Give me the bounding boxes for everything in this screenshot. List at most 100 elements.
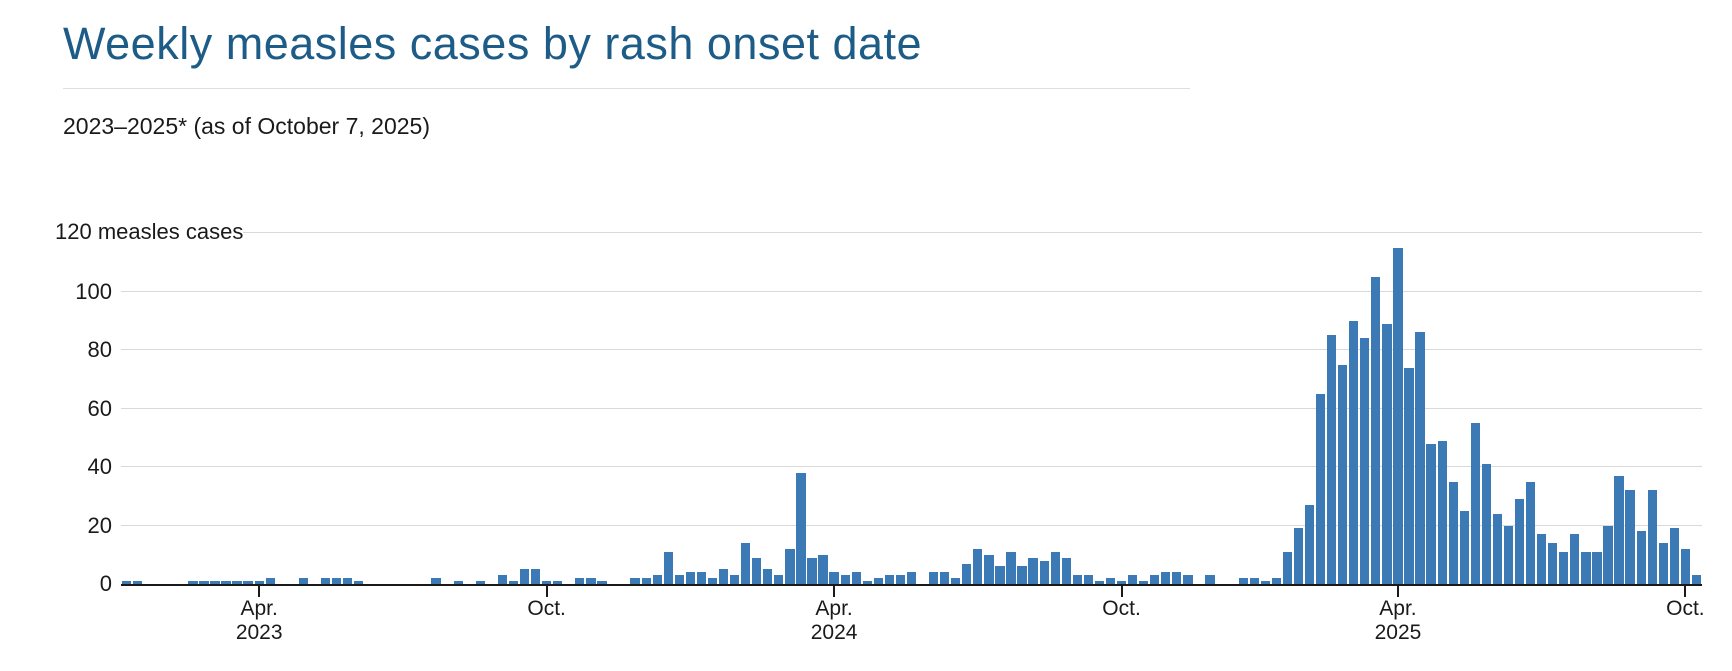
chart-bar-week-126[interactable] <box>1503 525 1514 584</box>
chart-bar-week-56[interactable] <box>729 575 740 584</box>
chart-bar-week-122[interactable] <box>1459 510 1469 584</box>
chart-bar-week-143[interactable] <box>1691 575 1702 584</box>
chart-bar-week-7[interactable] <box>188 581 198 584</box>
chart-bar-week-44[interactable] <box>597 581 607 584</box>
chart-bar-week-114[interactable] <box>1371 276 1381 584</box>
chart-bar-week-88[interactable] <box>1083 575 1094 584</box>
chart-bar-week-103[interactable] <box>1249 578 1259 584</box>
chart-bar-week-138[interactable] <box>1636 531 1646 584</box>
chart-bar-week-2[interactable] <box>132 581 143 584</box>
chart-bar-week-82[interactable] <box>1017 566 1027 584</box>
chart-bar-week-47[interactable] <box>630 578 640 584</box>
chart-bar-week-40[interactable] <box>553 581 563 584</box>
chart-bar-week-79[interactable] <box>984 554 994 584</box>
chart-bar-week-62[interactable] <box>796 472 806 584</box>
chart-bar-week-84[interactable] <box>1039 560 1049 584</box>
chart-bar-week-14[interactable] <box>265 578 275 584</box>
chart-bar-week-61[interactable] <box>785 548 795 584</box>
chart-bar-week-121[interactable] <box>1448 481 1458 584</box>
chart-bar-week-51[interactable] <box>674 575 684 584</box>
chart-bar-week-66[interactable] <box>840 575 850 584</box>
chart-bar-week-42[interactable] <box>575 578 585 584</box>
chart-bar-week-108[interactable] <box>1304 505 1315 584</box>
chart-bar-week-142[interactable] <box>1680 548 1691 584</box>
chart-bar-week-90[interactable] <box>1105 578 1116 584</box>
chart-bar-week-89[interactable] <box>1094 581 1105 584</box>
chart-bar-week-81[interactable] <box>1006 551 1016 584</box>
chart-bar-week-36[interactable] <box>508 581 519 584</box>
chart-bar-week-67[interactable] <box>851 572 861 584</box>
chart-bar-week-105[interactable] <box>1271 578 1281 584</box>
chart-bar-week-10[interactable] <box>221 581 231 584</box>
chart-bar-week-117[interactable] <box>1404 367 1414 584</box>
chart-bar-week-132[interactable] <box>1570 534 1580 584</box>
chart-bar-week-38[interactable] <box>530 569 541 584</box>
chart-bar-week-116[interactable] <box>1393 247 1403 584</box>
chart-bar-week-39[interactable] <box>542 581 552 584</box>
chart-bar-week-104[interactable] <box>1260 581 1270 584</box>
chart-bar-week-43[interactable] <box>586 578 596 584</box>
chart-bar-week-141[interactable] <box>1669 528 1679 584</box>
chart-bar-week-76[interactable] <box>951 578 961 584</box>
chart-bar-week-59[interactable] <box>763 569 773 584</box>
chart-bar-week-72[interactable] <box>906 572 917 584</box>
chart-bar-week-131[interactable] <box>1559 551 1569 584</box>
chart-bar-week-52[interactable] <box>685 572 696 584</box>
chart-bar-week-68[interactable] <box>862 581 872 584</box>
chart-bar-week-71[interactable] <box>895 575 906 584</box>
chart-bar-week-29[interactable] <box>431 578 441 584</box>
chart-bar-week-9[interactable] <box>210 581 220 584</box>
chart-bar-week-54[interactable] <box>707 578 718 584</box>
chart-bar-week-78[interactable] <box>973 548 983 584</box>
chart-bar-week-94[interactable] <box>1150 575 1160 584</box>
chart-bar-week-70[interactable] <box>884 575 895 584</box>
chart-bar-week-96[interactable] <box>1172 572 1182 584</box>
chart-bar-week-13[interactable] <box>254 581 264 584</box>
chart-bar-week-63[interactable] <box>807 557 817 584</box>
chart-bar-week-95[interactable] <box>1161 572 1171 584</box>
chart-bar-week-53[interactable] <box>696 572 707 584</box>
chart-bar-week-1[interactable] <box>121 581 132 584</box>
chart-bar-week-35[interactable] <box>497 575 508 584</box>
chart-bar-week-22[interactable] <box>354 581 364 584</box>
chart-bar-week-75[interactable] <box>940 572 950 584</box>
chart-bar-week-128[interactable] <box>1525 481 1536 584</box>
chart-bar-week-115[interactable] <box>1382 323 1392 584</box>
chart-bar-week-102[interactable] <box>1238 578 1248 584</box>
chart-bar-week-91[interactable] <box>1116 581 1127 584</box>
chart-bar-week-120[interactable] <box>1437 440 1447 584</box>
chart-bar-week-93[interactable] <box>1139 581 1149 584</box>
chart-bar-week-49[interactable] <box>652 575 662 584</box>
chart-bar-week-37[interactable] <box>519 569 530 584</box>
chart-bar-week-87[interactable] <box>1072 575 1082 584</box>
chart-bar-week-48[interactable] <box>641 578 651 584</box>
chart-bar-week-74[interactable] <box>928 572 939 584</box>
chart-bar-week-137[interactable] <box>1625 490 1635 584</box>
chart-bar-week-20[interactable] <box>331 578 342 584</box>
chart-bar-week-97[interactable] <box>1183 575 1193 584</box>
chart-bar-week-99[interactable] <box>1205 575 1215 584</box>
chart-bar-week-11[interactable] <box>232 581 242 584</box>
chart-bar-week-83[interactable] <box>1028 557 1038 584</box>
chart-bar-week-19[interactable] <box>320 578 331 584</box>
chart-bar-week-133[interactable] <box>1581 551 1591 584</box>
chart-bar-week-129[interactable] <box>1537 534 1547 584</box>
chart-bar-week-139[interactable] <box>1647 490 1657 584</box>
chart-bar-week-64[interactable] <box>818 554 828 584</box>
chart-bar-week-118[interactable] <box>1415 332 1425 584</box>
chart-bar-week-60[interactable] <box>774 575 784 584</box>
chart-bar-week-119[interactable] <box>1426 443 1436 584</box>
chart-bar-week-140[interactable] <box>1658 543 1668 584</box>
chart-bar-week-123[interactable] <box>1470 423 1480 584</box>
chart-bar-week-109[interactable] <box>1315 393 1326 584</box>
chart-bar-week-77[interactable] <box>962 563 972 584</box>
chart-bar-week-31[interactable] <box>453 581 463 584</box>
chart-bar-week-57[interactable] <box>741 543 751 584</box>
chart-bar-week-50[interactable] <box>663 551 673 584</box>
chart-bar-week-106[interactable] <box>1282 551 1293 584</box>
chart-bar-week-33[interactable] <box>475 581 485 584</box>
chart-bar-week-110[interactable] <box>1326 335 1337 584</box>
chart-bar-week-8[interactable] <box>199 581 209 584</box>
chart-bar-week-85[interactable] <box>1050 551 1060 584</box>
chart-bar-week-21[interactable] <box>343 578 353 584</box>
